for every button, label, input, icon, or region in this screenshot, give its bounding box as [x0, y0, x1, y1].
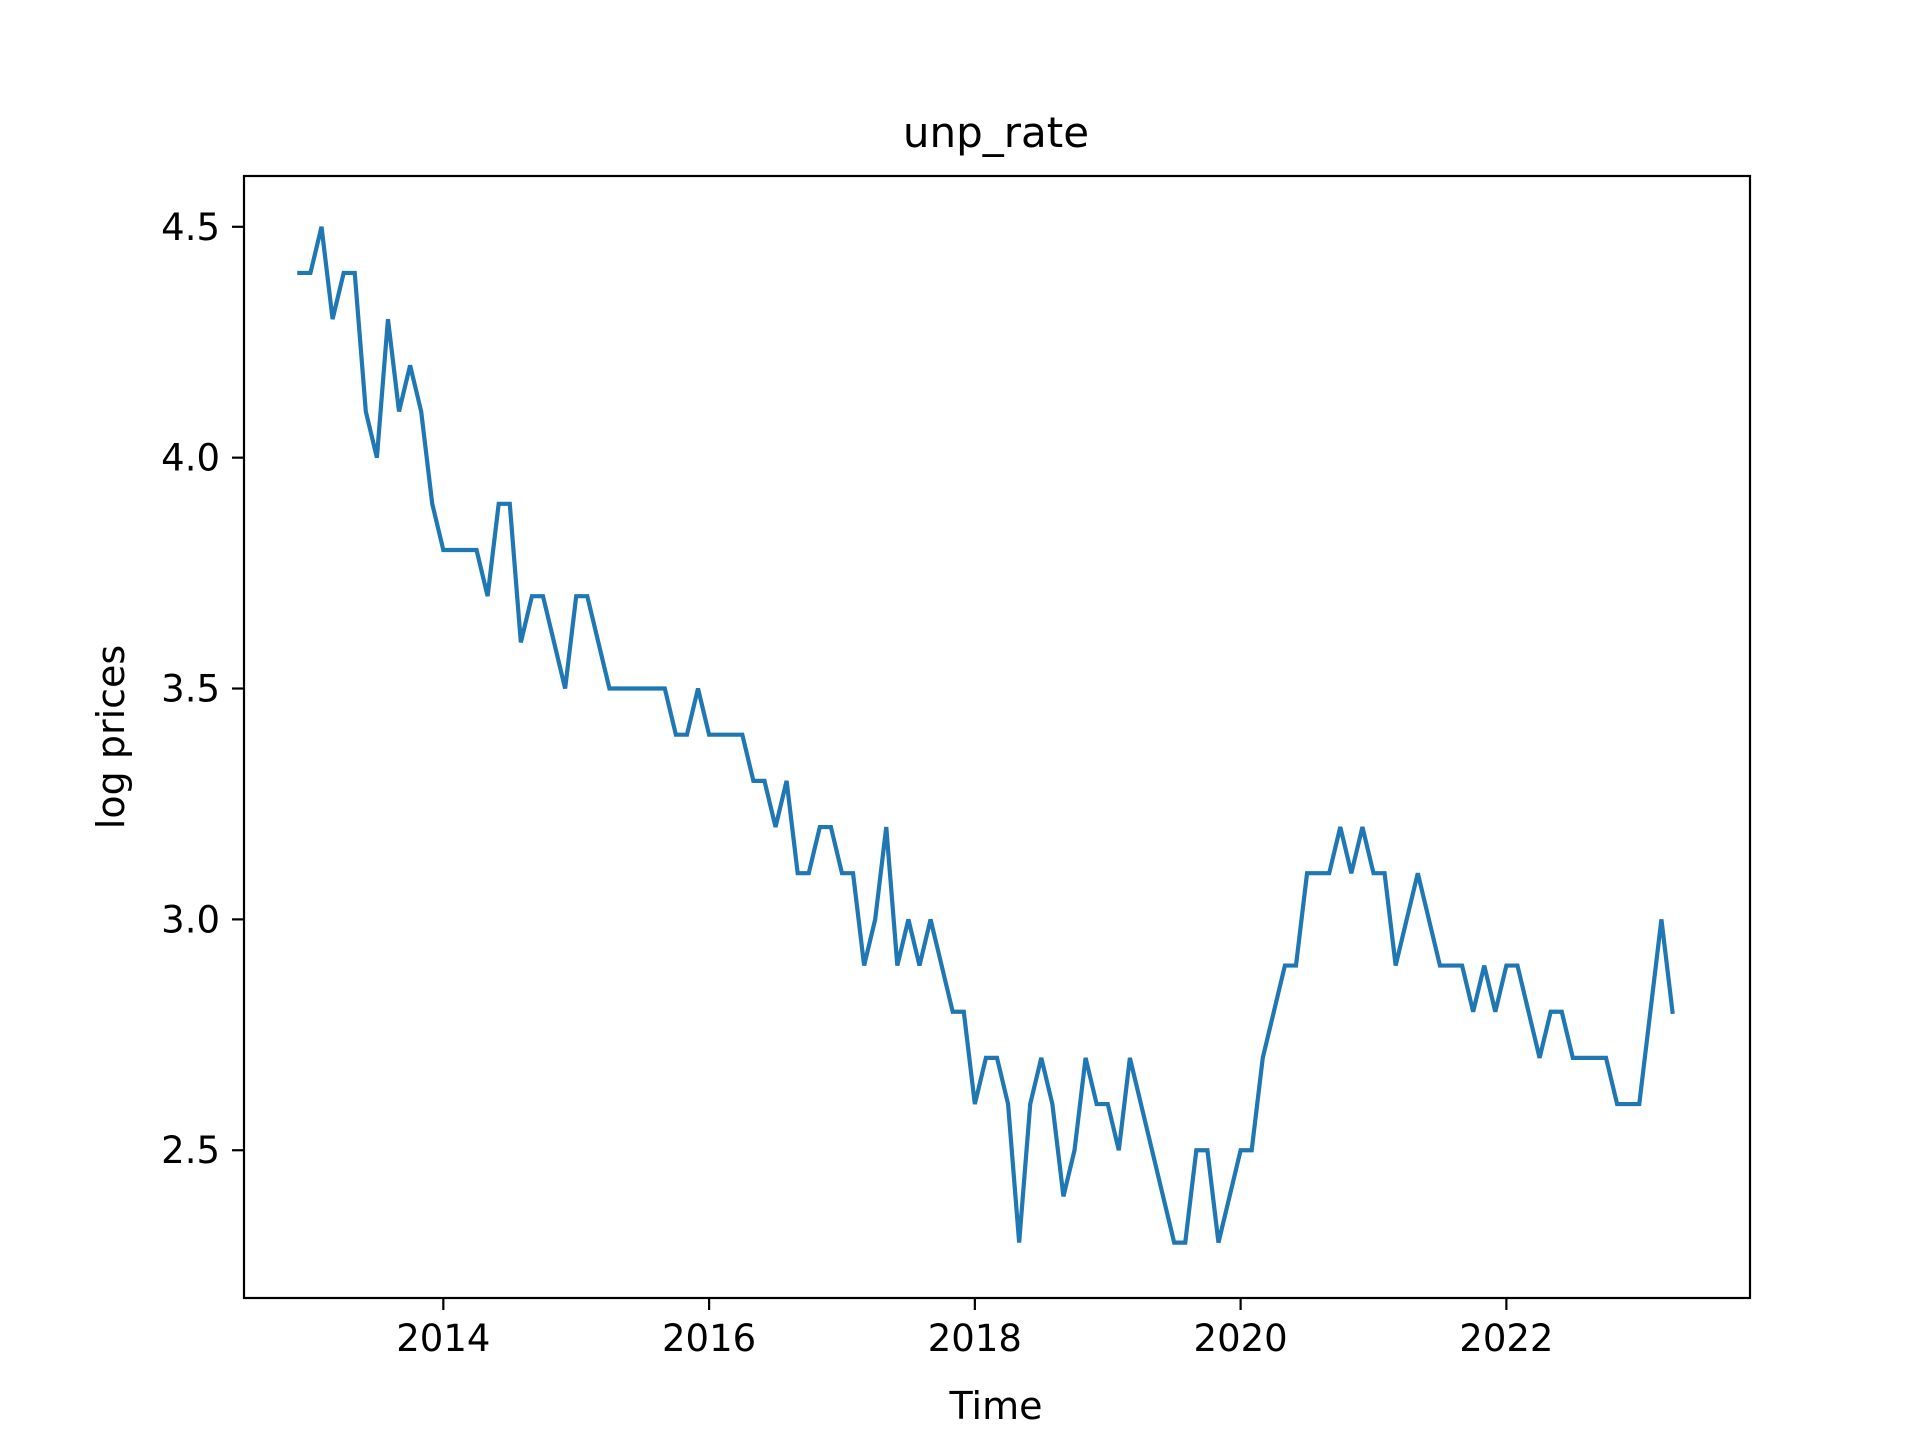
series-line-1	[297, 226, 1675, 1245]
x-tick-label: 2014	[396, 1317, 490, 1360]
x-tick-label: 2016	[662, 1317, 756, 1360]
chart-title: unp_rate	[903, 108, 1089, 157]
y-tick-label: 4.5	[161, 206, 220, 249]
y-tick-label: 3.5	[161, 668, 220, 711]
y-tick-label: 4.0	[161, 437, 220, 480]
x-tick-label: 2018	[928, 1317, 1022, 1360]
y-axis: 2.5 3.0 3.5 4.0 4.5	[161, 206, 244, 1172]
y-axis-label: log prices	[89, 645, 133, 829]
plot-lines	[297, 226, 1675, 1245]
y-tick-label: 3.0	[161, 898, 220, 941]
plot-frame	[242, 174, 1752, 1300]
y-tick-label: 2.5	[161, 1129, 220, 1172]
x-axis-label: Time	[949, 1384, 1043, 1428]
x-tick-label: 2022	[1459, 1317, 1553, 1360]
x-tick-label: 2020	[1194, 1317, 1288, 1360]
x-axis: 2014 2016 2018 2020 2022	[396, 1298, 1553, 1360]
